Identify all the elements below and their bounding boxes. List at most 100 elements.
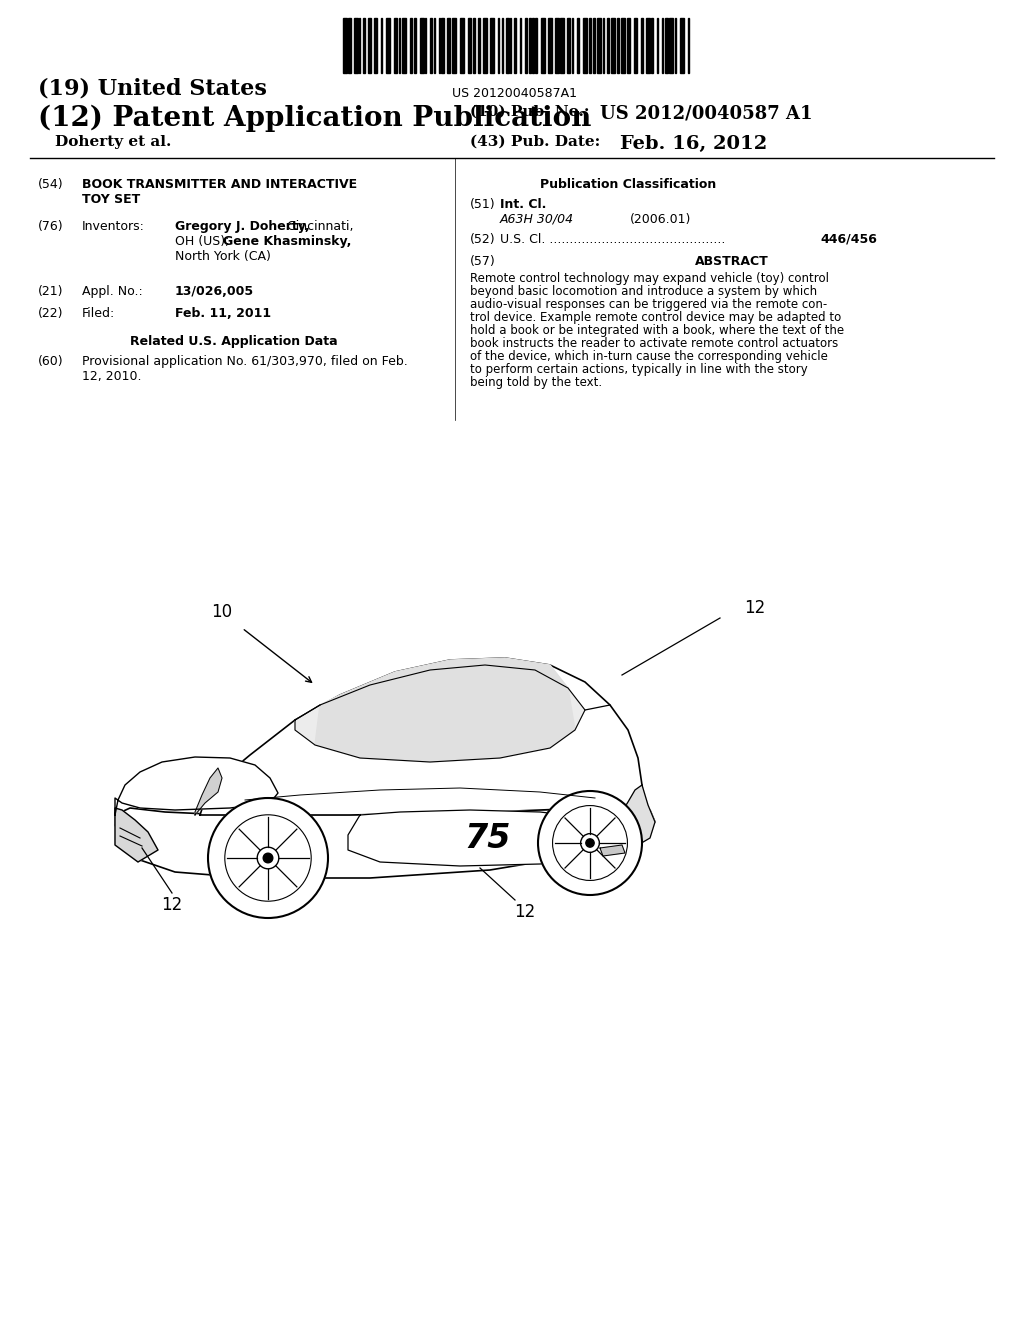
Bar <box>567 18 570 73</box>
Text: hold a book or be integrated with a book, where the text of the: hold a book or be integrated with a book… <box>470 323 844 337</box>
Bar <box>529 18 531 73</box>
Text: 12: 12 <box>162 896 182 913</box>
Text: ABSTRACT: ABSTRACT <box>695 255 769 268</box>
Text: (57): (57) <box>470 255 496 268</box>
Bar <box>535 18 537 73</box>
Text: Gene Khasminsky,: Gene Khasminsky, <box>223 235 351 248</box>
Bar <box>525 18 527 73</box>
Text: Appl. No.:: Appl. No.: <box>82 285 142 298</box>
Polygon shape <box>195 768 222 814</box>
Circle shape <box>538 791 642 895</box>
Bar <box>680 18 684 73</box>
Bar <box>478 18 480 73</box>
Bar <box>473 18 475 73</box>
Bar <box>430 18 432 73</box>
Bar <box>441 18 444 73</box>
Circle shape <box>257 847 279 869</box>
Text: Feb. 16, 2012: Feb. 16, 2012 <box>620 135 767 153</box>
Text: Int. Cl.: Int. Cl. <box>500 198 547 211</box>
Text: (22): (22) <box>38 308 63 319</box>
Bar <box>452 18 456 73</box>
Text: Cincinnati,: Cincinnati, <box>283 220 353 234</box>
Bar <box>641 18 643 73</box>
Bar <box>583 18 587 73</box>
Bar <box>374 18 377 73</box>
Bar <box>597 18 601 73</box>
Text: 12: 12 <box>744 599 766 616</box>
Text: (19) United States: (19) United States <box>38 78 267 100</box>
Text: US 20120040587A1: US 20120040587A1 <box>453 87 578 100</box>
Text: (54): (54) <box>38 178 63 191</box>
Bar <box>468 18 471 73</box>
Text: Gregory J. Doherty,: Gregory J. Doherty, <box>175 220 309 234</box>
Bar <box>414 18 416 73</box>
Bar <box>621 18 625 73</box>
Text: being told by the text.: being told by the text. <box>470 376 602 389</box>
Text: (10) Pub. No.:: (10) Pub. No.: <box>470 106 590 119</box>
Bar <box>514 18 516 73</box>
Polygon shape <box>315 657 575 762</box>
Bar <box>490 18 494 73</box>
Text: Feb. 11, 2011: Feb. 11, 2011 <box>175 308 271 319</box>
Text: 13/026,005: 13/026,005 <box>175 285 254 298</box>
Bar <box>651 18 653 73</box>
Bar <box>541 18 545 73</box>
Text: Related U.S. Application Data: Related U.S. Application Data <box>130 335 338 348</box>
Text: 10: 10 <box>211 603 232 620</box>
Bar <box>634 18 637 73</box>
Polygon shape <box>348 810 628 866</box>
Circle shape <box>586 838 594 847</box>
Text: audio-visual responses can be triggered via the remote con-: audio-visual responses can be triggered … <box>470 298 827 312</box>
Bar <box>669 18 673 73</box>
Text: to perform certain actions, typically in line with the story: to perform certain actions, typically in… <box>470 363 808 376</box>
Text: 446/456: 446/456 <box>820 234 877 246</box>
Polygon shape <box>600 845 625 855</box>
Text: (2006.01): (2006.01) <box>630 213 691 226</box>
Text: (52): (52) <box>470 234 496 246</box>
Bar <box>394 18 397 73</box>
Text: Provisional application No. 61/303,970, filed on Feb.: Provisional application No. 61/303,970, … <box>82 355 408 368</box>
Circle shape <box>208 799 328 917</box>
Polygon shape <box>200 657 645 814</box>
Text: 12: 12 <box>514 903 536 921</box>
Text: (12) Patent Application Publication: (12) Patent Application Publication <box>38 106 592 132</box>
Polygon shape <box>115 756 278 814</box>
Text: BOOK TRANSMITTER AND INTERACTIVE: BOOK TRANSMITTER AND INTERACTIVE <box>82 178 357 191</box>
Bar <box>555 18 559 73</box>
Text: Publication Classification: Publication Classification <box>540 178 716 191</box>
Bar <box>560 18 564 73</box>
Text: (76): (76) <box>38 220 63 234</box>
Bar <box>343 18 347 73</box>
Bar <box>611 18 615 73</box>
Bar <box>506 18 509 73</box>
Text: book instructs the reader to activate remote control actuators: book instructs the reader to activate re… <box>470 337 839 350</box>
Bar <box>646 18 650 73</box>
Bar <box>386 18 390 73</box>
Bar <box>354 18 358 73</box>
Text: 12, 2010.: 12, 2010. <box>82 370 141 383</box>
Text: Inventors:: Inventors: <box>82 220 144 234</box>
Bar <box>607 18 609 73</box>
Text: 75: 75 <box>465 821 511 854</box>
Text: Filed:: Filed: <box>82 308 116 319</box>
Bar <box>593 18 595 73</box>
Text: TOY SET: TOY SET <box>82 193 140 206</box>
Bar <box>447 18 450 73</box>
Bar <box>589 18 591 73</box>
Bar <box>460 18 464 73</box>
Polygon shape <box>618 785 655 845</box>
Bar <box>368 18 371 73</box>
Text: Remote control technology may expand vehicle (toy) control: Remote control technology may expand veh… <box>470 272 829 285</box>
Bar <box>577 18 579 73</box>
Polygon shape <box>295 665 585 762</box>
Text: North York (CA): North York (CA) <box>175 249 271 263</box>
Text: (60): (60) <box>38 355 63 368</box>
Bar <box>548 18 552 73</box>
Bar <box>627 18 630 73</box>
Text: OH (US);: OH (US); <box>175 235 233 248</box>
Polygon shape <box>115 808 158 862</box>
Text: (43) Pub. Date:: (43) Pub. Date: <box>470 135 600 149</box>
Bar <box>348 18 351 73</box>
Polygon shape <box>115 805 655 878</box>
Bar <box>617 18 618 73</box>
